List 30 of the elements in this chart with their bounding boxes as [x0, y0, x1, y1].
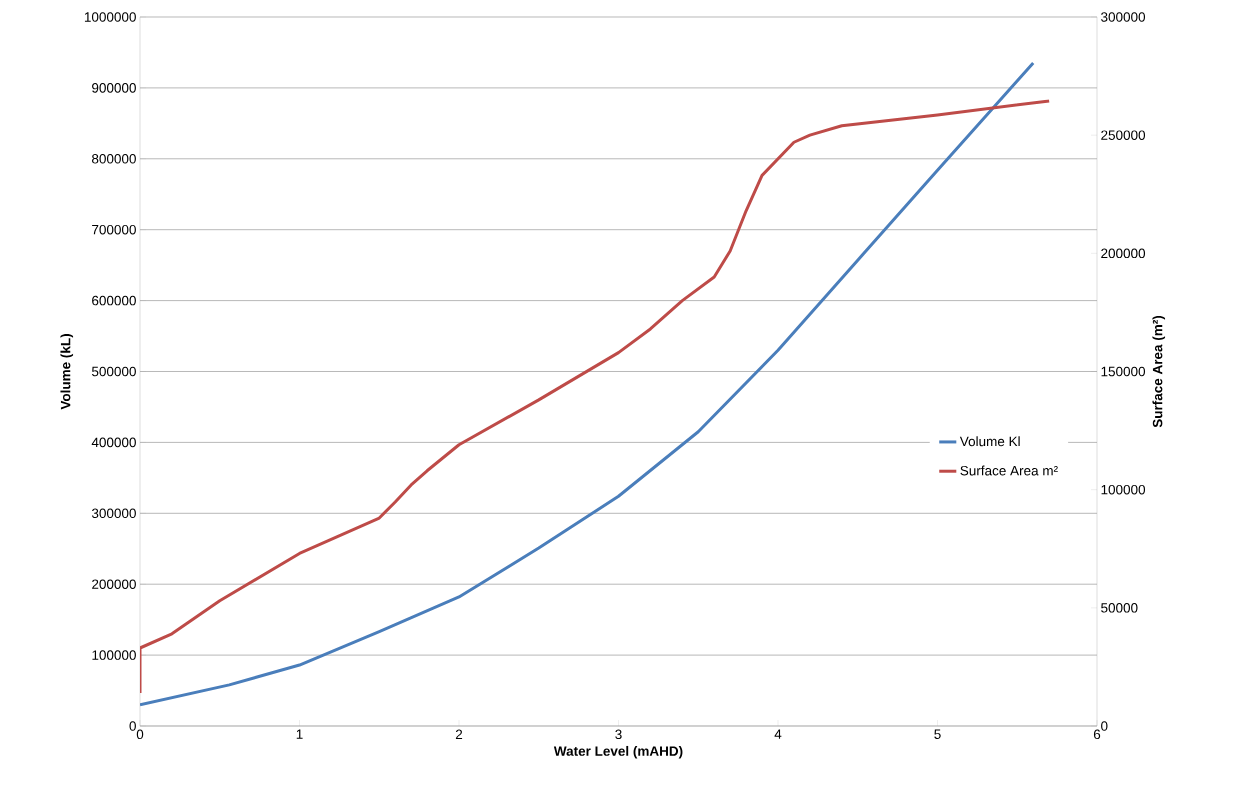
x-tick-label: 2 [455, 729, 463, 739]
y2-tick-label: 300000 [1101, 12, 1146, 22]
x-tick-label: 4 [774, 729, 782, 739]
y-tick-label: 0 [129, 721, 136, 731]
y2-tick-label: 0 [1101, 721, 1108, 731]
y-tick-label: 100000 [92, 650, 136, 660]
y-tick-label: 900000 [92, 83, 136, 93]
y2-tick-label: 100000 [1101, 484, 1146, 495]
x-tick-label: 6 [1093, 729, 1101, 740]
y-tick-label: 1000000 [84, 12, 136, 22]
y2-tick-label: 200000 [1101, 248, 1146, 259]
y-tick-label: 300000 [91, 508, 136, 519]
y-axis-title: Volume (kL) [60, 334, 74, 410]
y2-tick-label: 150000 [1101, 366, 1146, 377]
y-tick-label: 200000 [92, 579, 136, 589]
legend-label: Volume Kl [959, 436, 1020, 447]
x-tick-label: 3 [615, 729, 622, 740]
y-tick-label: 400000 [91, 437, 136, 448]
y2-axis-title: Surface Area (m²) [1152, 315, 1166, 428]
y-tick-label: 700000 [92, 224, 136, 235]
x-tick-label: 1 [296, 729, 303, 739]
x-axis-title: Water Level (mAHD) [553, 745, 683, 759]
y-tick-label: 500000 [91, 366, 136, 377]
x-tick-label: 0 [136, 729, 144, 740]
y2-tick-label: 250000 [1101, 130, 1146, 140]
y-tick-label: 800000 [92, 154, 136, 164]
x-tick-label: 5 [934, 729, 941, 739]
legend-label: Surface Area m² [960, 465, 1058, 476]
y2-tick-label: 50000 [1101, 603, 1138, 613]
y-tick-label: 600000 [92, 295, 136, 306]
